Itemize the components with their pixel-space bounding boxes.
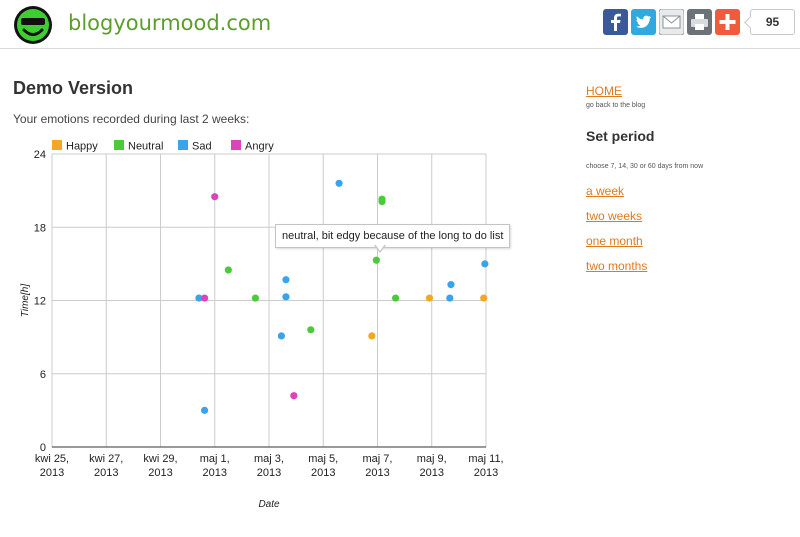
point-neutral — [251, 294, 260, 302]
period-title: Set period — [586, 128, 655, 144]
brand-link[interactable]: blogyourmood.com — [68, 11, 272, 35]
legend-label-happy: Happy — [66, 141, 98, 153]
period-link-two-weeks[interactable]: two weeks — [586, 209, 643, 223]
email-share-button[interactable] — [659, 9, 684, 35]
y-tick-label: 24 — [34, 149, 46, 161]
legend-swatch-happy — [52, 140, 62, 150]
share-count: 95 — [750, 9, 795, 35]
period-description: choose 7, 14, 30 or 60 days from now — [586, 163, 704, 170]
facebook-share-button[interactable] — [603, 9, 628, 35]
point-neutral — [372, 256, 380, 264]
x-tick-label: 2013 — [257, 467, 281, 479]
point-neutral — [307, 326, 315, 334]
smiley-logo-icon[interactable] — [13, 5, 53, 45]
site-header: blogyourmood.com 95 — [0, 0, 800, 49]
x-tick-label: maj 1, — [200, 453, 230, 465]
x-tick-label: maj 5, — [308, 453, 338, 465]
point-sad — [277, 332, 286, 340]
print-icon — [687, 9, 712, 35]
x-tick-label: 2013 — [148, 467, 172, 479]
point-angry — [290, 392, 298, 400]
twitter-share-button[interactable] — [631, 9, 656, 35]
add-icon — [715, 9, 740, 35]
point-angry — [200, 294, 209, 302]
point-happy — [425, 294, 434, 302]
y-tick-label: 0 — [40, 442, 46, 454]
period-link-one-month[interactable]: one month — [586, 234, 643, 248]
x-tick-label: 2013 — [40, 467, 64, 479]
x-axis-title: Date — [258, 499, 280, 510]
point-sad — [282, 293, 290, 301]
home-description: go back to the blog — [586, 102, 646, 109]
twitter-icon — [631, 9, 656, 35]
legend-swatch-angry — [231, 140, 241, 150]
point-sad — [282, 276, 290, 284]
point-sad — [195, 294, 203, 302]
facebook-icon — [603, 9, 628, 35]
legend-swatch-sad — [178, 140, 188, 150]
home-link[interactable]: HOME — [586, 84, 622, 98]
add-share-button[interactable] — [715, 9, 740, 35]
print-share-button[interactable] — [687, 9, 712, 35]
point-sad — [447, 281, 455, 289]
point-neutral — [224, 266, 232, 274]
legend-label-neutral: Neutral — [128, 141, 163, 153]
legend-label-angry: Angry — [245, 141, 274, 153]
page-subtitle: Your emotions recorded during last 2 wee… — [13, 112, 250, 126]
point-sad — [200, 406, 209, 414]
period-link-two-months[interactable]: two months — [586, 259, 648, 273]
point-sad — [446, 294, 454, 302]
x-tick-label: maj 7, — [363, 453, 393, 465]
x-tick-label: 2013 — [311, 467, 335, 479]
point-happy — [368, 332, 376, 340]
x-tick-label: 2013 — [474, 467, 498, 479]
x-tick-label: 2013 — [365, 467, 389, 479]
point-neutral — [391, 294, 400, 302]
tooltip-arrow — [374, 244, 386, 253]
point-sad — [335, 179, 343, 187]
mood-scatter-chart: 0 6 12 18 24 kwi 25, 2013 kwi 27, 2013 kwi 29, 201… — [20, 140, 504, 510]
point-neutral — [378, 195, 386, 203]
page-title: Demo Version — [13, 78, 134, 98]
x-tick-label: maj 3, — [254, 453, 284, 465]
y-axis-title: Time[h] — [20, 284, 31, 317]
point-tooltip: neutral, bit edgy because of the long to… — [275, 224, 511, 248]
period-link-week[interactable]: a week — [586, 184, 625, 198]
legend-label-sad: Sad — [192, 141, 212, 153]
x-tick-label: kwi 25, — [35, 453, 69, 465]
x-tick-label: 2013 — [420, 467, 444, 479]
x-tick-label: kwi 27, — [89, 453, 123, 465]
y-tick-label: 12 — [34, 296, 46, 308]
x-tick-label: maj 9, — [417, 453, 447, 465]
x-tick-label: maj 11, — [468, 453, 503, 465]
x-tick-label: kwi 29, — [143, 453, 177, 465]
y-tick-label: 6 — [40, 369, 46, 381]
legend-swatch-neutral — [114, 140, 124, 150]
point-sad — [481, 260, 489, 268]
email-icon — [659, 9, 684, 35]
x-tick-label: 2013 — [203, 467, 227, 479]
point-angry — [211, 193, 219, 201]
x-tick-label: 2013 — [94, 467, 118, 479]
point-happy — [480, 294, 488, 302]
y-tick-label: 18 — [34, 222, 46, 234]
